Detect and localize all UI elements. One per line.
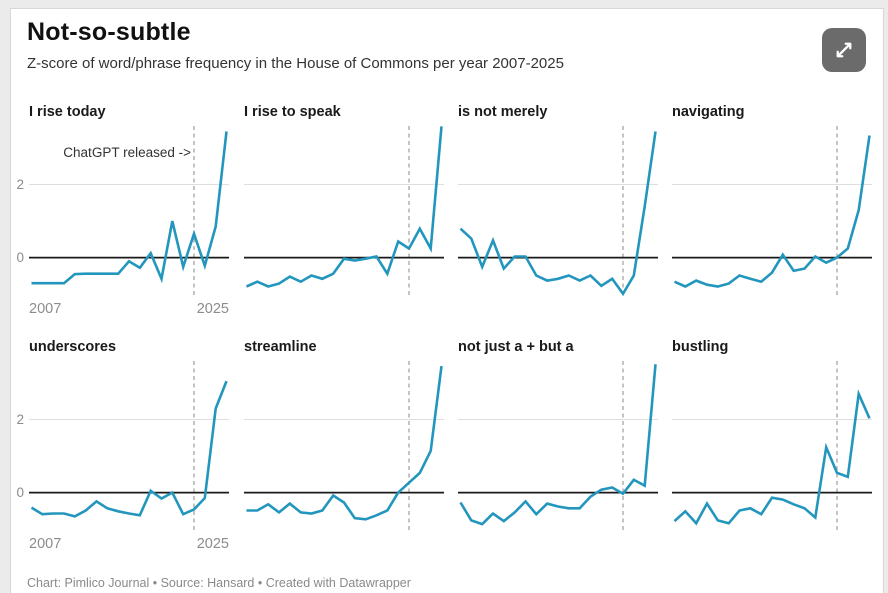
x-axis: 2007 2025 [29, 536, 229, 552]
y-tick-label: 2 [16, 177, 24, 192]
chart-panel: I rise today 2 0 2007 2025 ChatGPT released -… [16, 104, 229, 317]
x-tick-label-end: 2025 [196, 301, 229, 317]
panel-plot [672, 126, 872, 296]
panel-plot [244, 361, 444, 531]
data-line [245, 126, 443, 288]
page-title: Not-so-subtle [27, 18, 191, 46]
expand-button[interactable] [822, 28, 866, 72]
chart-card: Not-so-subtle Z-score of word/phrase fre… [10, 8, 884, 593]
chart-panel: underscores 2 0 2007 2025 [16, 339, 229, 552]
x-axis: 2007 2025 [29, 301, 229, 317]
chart-panel: I rise to speak [244, 104, 444, 296]
panel-plot [458, 361, 658, 531]
panel-plot: 20 [16, 126, 229, 296]
panel-title: I rise today [29, 104, 106, 120]
x-tick-label-end: 2025 [196, 536, 229, 552]
chart-panel: streamline [244, 339, 444, 531]
panel-title: bustling [672, 339, 729, 355]
data-line [459, 131, 657, 297]
data-line [673, 389, 871, 526]
expand-arrows-icon [836, 42, 852, 58]
annotation-label: ChatGPT released -> [63, 145, 191, 160]
panel-title: is not merely [458, 104, 548, 120]
panel-title: I rise to speak [244, 104, 341, 120]
panel-plot: 20 [16, 361, 229, 531]
panel-title: streamline [244, 339, 317, 355]
chart-panel: is not merely [458, 104, 658, 297]
y-tick-label: 0 [16, 250, 24, 265]
panel-plot [458, 126, 658, 297]
data-line [30, 380, 228, 518]
data-line [673, 135, 871, 288]
page-subtitle: Z-score of word/phrase frequency in the … [27, 55, 564, 72]
x-tick-label-start: 2007 [29, 301, 62, 317]
x-tick-label-start: 2007 [29, 536, 62, 552]
panel-title: navigating [672, 104, 745, 120]
panel-title: underscores [29, 339, 117, 355]
panel-title: not just a + but a [458, 339, 574, 355]
data-line [31, 131, 228, 285]
panel-plot [672, 361, 872, 531]
y-tick-label: 0 [16, 485, 24, 500]
chart-panel: bustling [672, 339, 872, 531]
y-tick-label: 2 [16, 412, 24, 427]
chart-panel: navigating [672, 104, 872, 296]
panel-plot [244, 126, 444, 296]
chart-panel: not just a + but a [458, 339, 658, 531]
data-line [459, 364, 657, 526]
chart-footer: Chart: Pimlico Journal • Source: Hansard… [27, 576, 411, 590]
data-line [246, 365, 443, 521]
